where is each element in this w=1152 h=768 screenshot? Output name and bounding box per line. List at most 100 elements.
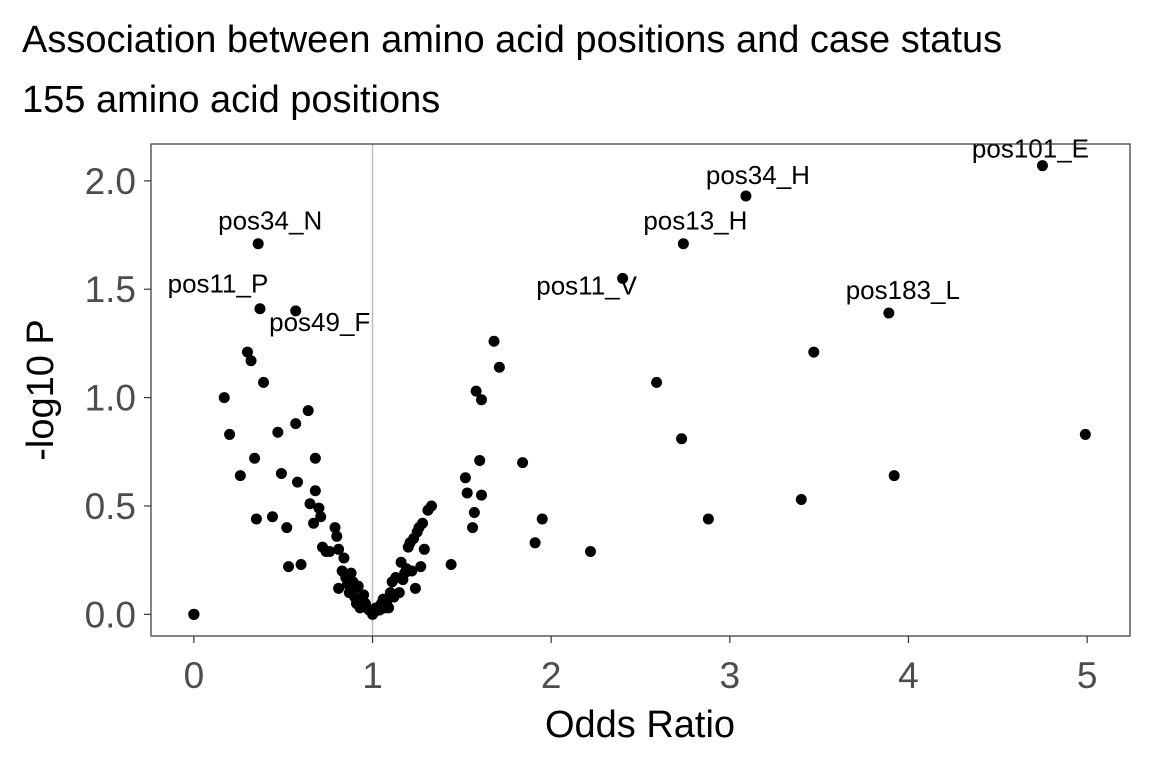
data-point <box>425 500 437 512</box>
data-point <box>275 467 287 479</box>
data-point <box>418 543 430 555</box>
data-point <box>272 426 284 438</box>
data-point <box>476 394 488 406</box>
data-point <box>1036 160 1048 172</box>
data-point <box>252 238 264 250</box>
data-point <box>329 522 341 534</box>
y-tick-label: 0.5 <box>85 486 136 527</box>
data-point <box>488 335 500 347</box>
data-point <box>308 517 320 529</box>
data-point <box>234 470 246 482</box>
x-tick-label: 0 <box>184 655 205 696</box>
plot-area: pos101_E pos34_H pos34_N pos13_H pos11_V pos1… <box>150 134 1131 637</box>
y-tick-label: 2.0 <box>85 161 136 202</box>
data-point <box>315 511 327 523</box>
point-label: pos34_N <box>218 206 322 236</box>
data-point <box>309 452 321 464</box>
y-axis: 0.0 0.5 1.0 1.5 2.0 <box>85 161 151 635</box>
data-point <box>474 454 486 466</box>
x-tick-label: 4 <box>898 655 919 696</box>
x-axis: 0 1 2 3 4 5 <box>184 636 1098 696</box>
data-point <box>476 489 488 501</box>
data-point <box>333 543 345 555</box>
x-tick-label: 1 <box>362 655 383 696</box>
data-point <box>254 303 266 315</box>
data-point <box>536 513 548 525</box>
data-point <box>245 355 257 367</box>
x-tick-label: 2 <box>541 655 562 696</box>
data-point <box>740 190 752 202</box>
data-point <box>651 376 663 388</box>
data-point <box>445 558 457 570</box>
data-point <box>1079 428 1091 440</box>
data-point <box>295 558 307 570</box>
data-point <box>313 502 325 514</box>
data-point <box>249 452 261 464</box>
data-point <box>888 470 900 482</box>
point-labels-layer: pos101_E pos34_H pos34_N pos13_H pos11_V pos1… <box>168 134 1089 337</box>
data-point <box>677 238 689 250</box>
data-point <box>258 376 270 388</box>
y-tick-label: 1.5 <box>85 269 136 310</box>
data-point <box>383 602 395 614</box>
data-point <box>291 476 303 488</box>
data-point <box>406 565 418 577</box>
point-label: pos13_H <box>643 206 747 236</box>
data-point <box>493 361 505 373</box>
point-label: pos49_F <box>269 307 370 337</box>
data-point <box>883 307 895 319</box>
data-point <box>702 513 714 525</box>
point-label: pos11_V <box>536 270 637 300</box>
data-point <box>467 522 479 534</box>
data-point <box>345 567 357 579</box>
data-point <box>290 418 302 430</box>
data-point <box>333 582 345 594</box>
data-point <box>417 517 429 529</box>
data-point <box>461 487 473 499</box>
data-point <box>338 552 350 564</box>
data-point <box>283 561 295 573</box>
data-point <box>795 493 807 505</box>
data-point <box>358 589 370 601</box>
x-axis-title: Odds Ratio <box>545 704 735 746</box>
data-point <box>188 608 200 620</box>
data-point <box>808 346 820 358</box>
point-label: pos101_E <box>972 134 1089 164</box>
data-point <box>241 346 253 358</box>
chart-title: Association between amino acid positions… <box>22 19 1002 61</box>
y-axis-title: -log10 P <box>20 319 62 461</box>
data-point <box>470 385 482 397</box>
data-point <box>281 522 293 534</box>
chart-subtitle: 155 amino acid positions <box>22 79 440 121</box>
data-point <box>309 485 321 497</box>
point-label: pos34_H <box>706 160 810 190</box>
y-tick-label: 0.0 <box>85 594 136 635</box>
data-point <box>584 545 596 557</box>
data-point <box>266 511 278 523</box>
data-point <box>250 513 262 525</box>
data-point <box>324 545 336 557</box>
data-point <box>415 561 427 573</box>
point-label: pos11_P <box>168 269 269 299</box>
data-point <box>459 472 471 484</box>
x-tick-label: 3 <box>720 655 741 696</box>
data-point <box>468 506 480 518</box>
data-point <box>218 392 230 404</box>
point-label: pos183_L <box>846 275 960 305</box>
data-point <box>676 433 688 445</box>
data-point <box>517 457 529 469</box>
data-point <box>304 498 316 510</box>
data-point <box>302 405 314 417</box>
data-point <box>331 530 343 542</box>
x-tick-label: 5 <box>1077 655 1098 696</box>
data-point <box>409 582 421 594</box>
y-tick-label: 1.0 <box>85 378 136 419</box>
data-point <box>529 537 541 549</box>
data-point <box>393 587 405 599</box>
data-point <box>617 272 629 284</box>
data-point <box>352 580 364 592</box>
data-point <box>224 428 236 440</box>
data-point <box>290 305 302 317</box>
points-layer <box>188 160 1091 620</box>
